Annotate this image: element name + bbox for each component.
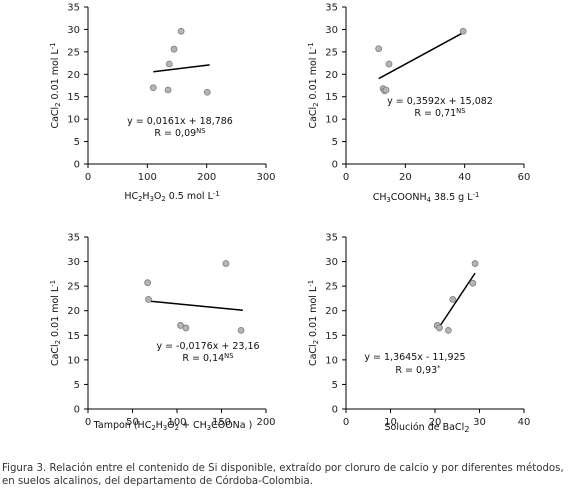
data-point — [471, 260, 479, 267]
y-tick-label: 10 — [325, 115, 338, 126]
y-tick-label: 20 — [67, 306, 80, 317]
y-tick-label: 30 — [67, 257, 80, 268]
chart-panel-1: 0 5 10 15 20 25 30 35 0 100 200 300 y = 0,0161x + 18… — [49, 3, 276, 203]
trendline — [153, 64, 210, 73]
figure-caption: Figura 3. Relación entre el contenido de… — [2, 463, 564, 487]
x-tick-label: 20 — [399, 172, 412, 183]
data-point — [469, 279, 477, 287]
regression-equation: y = -0,0176x + 23,16 — [156, 341, 259, 352]
y-tick-label: 10 — [67, 355, 80, 366]
x-tick-label: 60 — [518, 172, 531, 183]
data-point — [164, 86, 172, 94]
x-tick-label: 300 — [256, 172, 275, 183]
x-axis-label: HC2H3O2 0.5 mol L-1 — [124, 190, 219, 203]
y-tick-label: 5 — [332, 137, 338, 148]
y-axis-label: CaCl2 0.01 mol L-1 — [49, 42, 62, 128]
trendline — [378, 32, 464, 80]
x-tick-label: 0 — [343, 172, 349, 183]
data-point — [182, 324, 190, 332]
x-axis-label: Solución de BaCl2 — [384, 422, 469, 434]
y-tick-label: 35 — [325, 3, 338, 14]
data-point — [385, 60, 393, 68]
x-tick-label: 0 — [85, 172, 91, 183]
x-tick-label: 40 — [458, 172, 471, 183]
y-axis-label: CaCl2 0.01 mol L-1 — [307, 42, 320, 128]
y-tick-label: 30 — [325, 25, 338, 36]
y-axis-label: CaCl2 0.01 mol L-1 — [307, 280, 320, 366]
x-tick-label: 40 — [518, 417, 531, 428]
data-point — [459, 27, 467, 35]
x-tick-label: 150 — [212, 417, 231, 428]
y-tick-label: 0 — [74, 160, 80, 171]
y-tick-label: 0 — [332, 160, 338, 171]
y-tick-label: 30 — [325, 257, 338, 268]
regression-equation: y = 1,3645x - 11,925 — [364, 352, 465, 363]
r-value: R = 0,93* — [395, 364, 441, 376]
y-tick-label: 15 — [325, 331, 338, 342]
data-point — [203, 88, 211, 96]
y-tick-label: 25 — [325, 282, 338, 293]
data-point — [375, 45, 383, 53]
x-tick-label: 100 — [167, 417, 186, 428]
trendline — [436, 272, 476, 331]
y-tick-label: 25 — [67, 47, 80, 58]
y-tick-label: 10 — [67, 115, 80, 126]
data-point — [177, 27, 185, 35]
y-tick-label: 0 — [332, 405, 338, 416]
x-axis-label: CH3COONH4 38.5 g L-1 — [373, 191, 480, 204]
x-axis-label: Tampon (HC2H3O2 + CH3COONa ) — [93, 420, 253, 432]
x-tick-label: 10 — [384, 417, 397, 428]
data-point — [145, 296, 152, 303]
x-tick-label: 20 — [429, 417, 442, 428]
x-tick-label: 200 — [256, 417, 275, 428]
chart-panel-3: 0 5 10 15 20 25 30 35 0 50 100 150 200 y = -0,0176x +… — [49, 233, 276, 432]
x-tick-label: 0 — [85, 417, 91, 428]
y-tick-label: 5 — [74, 380, 80, 391]
x-tick-label: 50 — [126, 417, 139, 428]
x-tick-label: 30 — [473, 417, 486, 428]
data-point — [144, 279, 152, 287]
data-point — [449, 296, 457, 303]
y-tick-label: 10 — [325, 355, 338, 366]
data-point — [165, 60, 173, 68]
data-point — [237, 326, 245, 334]
data-point — [382, 86, 390, 94]
y-tick-label: 15 — [67, 331, 80, 342]
y-tick-label: 35 — [67, 233, 80, 244]
trendline — [146, 300, 243, 311]
x-tick-label: 100 — [138, 172, 157, 183]
regression-equation: y = 0,0161x + 18,786 — [127, 116, 233, 127]
y-tick-label: 35 — [325, 233, 338, 244]
data-point — [222, 260, 230, 267]
chart-panel-4: 0 5 10 15 20 25 30 35 0 10 20 30 40 y = 1,3645x - 11,… — [307, 233, 531, 435]
r-value: R = 0,14NS — [182, 352, 233, 364]
y-tick-label: 5 — [74, 137, 80, 148]
data-point — [436, 324, 443, 332]
y-tick-label: 20 — [325, 70, 338, 81]
r-value: R = 0,71NS — [414, 107, 465, 119]
x-tick-label: 0 — [343, 417, 349, 428]
regression-equation: y = 0,3592x + 15,082 — [387, 96, 493, 107]
y-tick-label: 0 — [74, 405, 80, 416]
y-tick-label: 25 — [67, 282, 80, 293]
y-axis-label: CaCl2 0.01 mol L-1 — [49, 280, 62, 366]
r-value: R = 0,09NS — [154, 127, 205, 139]
data-point — [149, 84, 157, 92]
y-tick-label: 25 — [325, 47, 338, 58]
y-tick-label: 20 — [67, 70, 80, 81]
y-tick-label: 15 — [325, 92, 338, 103]
y-tick-label: 35 — [67, 3, 80, 14]
chart-panel-2: 0 5 10 15 20 25 30 35 0 20 40 60 y = 0,3592x + 15,08… — [307, 3, 531, 204]
data-point — [170, 45, 178, 53]
x-tick-label: 200 — [197, 172, 216, 183]
y-tick-label: 20 — [325, 306, 338, 317]
y-tick-label: 15 — [67, 92, 80, 103]
data-point — [444, 326, 452, 334]
y-tick-label: 30 — [67, 25, 80, 36]
y-tick-label: 5 — [332, 380, 338, 391]
